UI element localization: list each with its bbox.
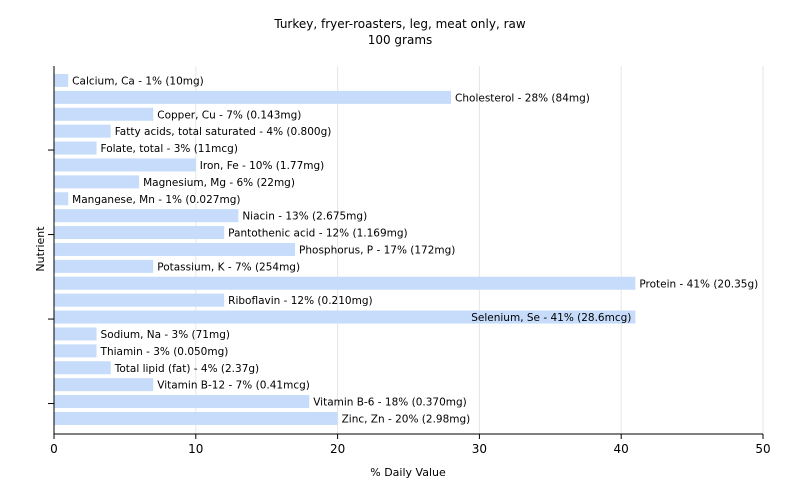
- bar-8: [54, 209, 239, 223]
- x-tick-label-1: 10: [188, 442, 203, 456]
- bar-1: [54, 90, 452, 104]
- bar-label-9: Pantothenic acid - 12% (1.169mg): [228, 228, 407, 240]
- bar-label-6: Magnesium, Mg - 6% (22mg): [143, 177, 295, 189]
- gridlines: [195, 66, 764, 434]
- x-tick-label-0: 0: [50, 442, 58, 456]
- bar-6: [54, 175, 140, 189]
- bar-15: [54, 327, 97, 341]
- x-tick-label-2: 20: [330, 442, 345, 456]
- chart-subtitle: 100 grams: [368, 33, 433, 47]
- bar-0: [54, 73, 69, 87]
- bar-label-16: Thiamin - 3% (0.050mg): [100, 346, 229, 358]
- bar-7: [54, 192, 69, 206]
- bar-18: [54, 378, 154, 392]
- axes: 0 10 20 30 40 50: [48, 66, 771, 456]
- bar-3: [54, 124, 111, 138]
- bar-label-10: Phosphorus, P - 17% (172mg): [299, 244, 455, 256]
- bar-5: [54, 158, 196, 172]
- bar-16: [54, 344, 97, 358]
- bar-11: [54, 259, 154, 273]
- bar-label-3: Fatty acids, total saturated - 4% (0.800…: [115, 126, 332, 138]
- bar-2: [54, 107, 154, 121]
- bar-label-8: Niacin - 13% (2.675mg): [242, 211, 367, 223]
- bar-label-1: Cholesterol - 28% (84mg): [455, 92, 590, 104]
- bar-label-4: Folate, total - 3% (11mcg): [101, 143, 238, 155]
- bar-label-7: Manganese, Mn - 1% (0.027mg): [72, 194, 240, 206]
- bar-9: [54, 226, 225, 240]
- bar-4: [54, 141, 97, 155]
- bar-label-14: Selenium, Se - 41% (28.6mcg): [471, 312, 631, 324]
- bar-labels: Calcium, Ca - 1% (10mg) Cholesterol - 28%…: [72, 75, 758, 425]
- x-axis-label: % Daily Value: [370, 466, 446, 479]
- bar-label-13: Riboflavin - 12% (0.210mg): [228, 295, 372, 307]
- bar-17: [54, 361, 111, 375]
- bar-label-19: Vitamin B-6 - 18% (0.370mg): [313, 397, 467, 409]
- bars: [54, 73, 636, 425]
- y-axis-label: Nutrient: [34, 226, 47, 272]
- bar-13: [54, 293, 225, 307]
- bar-19: [54, 395, 310, 409]
- bar-label-0: Calcium, Ca - 1% (10mg): [72, 75, 204, 87]
- bar-label-15: Sodium, Na - 3% (71mg): [101, 329, 230, 341]
- x-tick-label-4: 40: [614, 442, 629, 456]
- x-tick-label-5: 50: [755, 442, 770, 456]
- x-tick-label-3: 30: [472, 442, 487, 456]
- bar-12: [54, 276, 636, 290]
- bar-label-20: Zinc, Zn - 20% (2.98mg): [342, 413, 471, 425]
- bar-10: [54, 242, 296, 256]
- bar-label-11: Potassium, K - 7% (254mg): [157, 261, 300, 273]
- bar-label-2: Copper, Cu - 7% (0.143mg): [157, 109, 301, 121]
- bar-label-17: Total lipid (fat) - 4% (2.37g): [114, 363, 259, 375]
- bar-14: [54, 310, 636, 324]
- bar-label-12: Protein - 41% (20.35g): [639, 278, 758, 290]
- chart-title: Turkey, fryer-roasters, leg, meat only, …: [273, 17, 526, 31]
- bar-label-18: Vitamin B-12 - 7% (0.41mcg): [157, 380, 310, 392]
- bar-label-5: Iron, Fe - 10% (1.77mg): [200, 160, 324, 172]
- bar-20: [54, 411, 338, 425]
